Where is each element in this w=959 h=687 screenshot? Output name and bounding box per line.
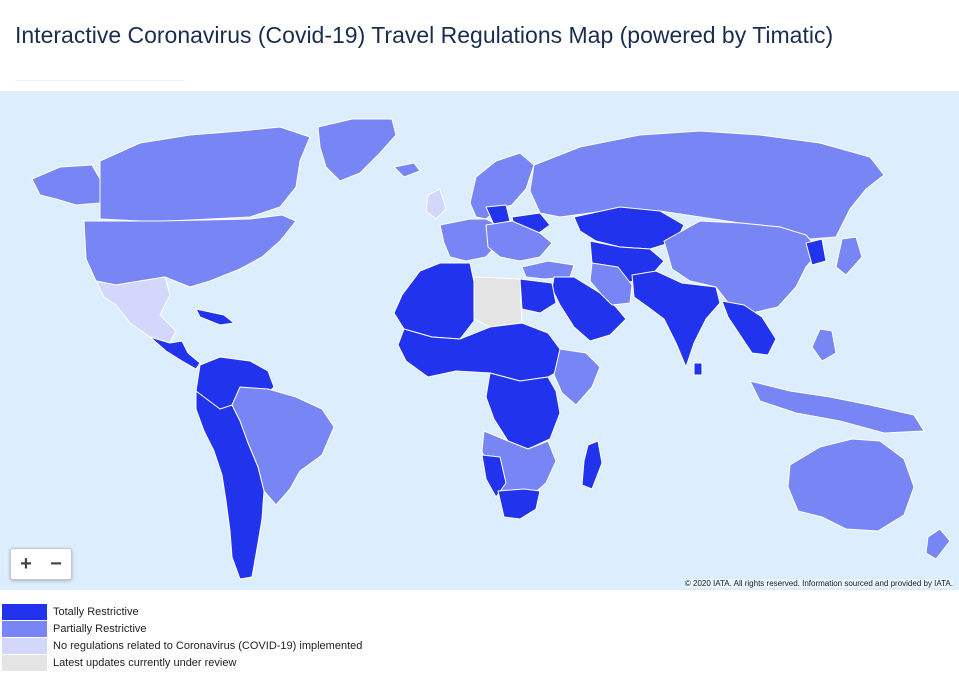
legend-swatch — [2, 654, 47, 671]
region-kazakhstan[interactable] — [573, 206, 685, 250]
region-china[interactable] — [663, 220, 821, 314]
legend-item: Latest updates currently under review — [2, 654, 362, 671]
region-iceland[interactable] — [393, 162, 421, 178]
legend-label: Partially Restrictive — [53, 622, 147, 635]
world-map[interactable]: + − © 2020 IATA. All rights reserved. In… — [0, 91, 959, 590]
region-canada[interactable] — [99, 126, 311, 222]
region-sri-lanka[interactable] — [693, 362, 703, 376]
region-southeast-asia[interactable] — [721, 300, 777, 356]
region-caribbean[interactable] — [195, 308, 235, 326]
region-arabia[interactable] — [551, 276, 627, 342]
region-egypt[interactable] — [519, 278, 557, 314]
map-legend: Totally Restrictive Partially Restrictiv… — [2, 603, 362, 671]
region-greenland[interactable] — [317, 118, 397, 182]
legend-swatch — [2, 637, 47, 654]
title-divider — [15, 80, 185, 81]
legend-item: No regulations related to Coronavirus (C… — [2, 637, 362, 654]
region-philippines[interactable] — [811, 328, 837, 362]
map-canvas[interactable] — [0, 91, 959, 590]
region-scandinavia[interactable] — [469, 152, 535, 220]
region-madagascar[interactable] — [581, 440, 603, 490]
map-attribution: © 2020 IATA. All rights reserved. Inform… — [684, 579, 953, 588]
region-russia[interactable] — [529, 130, 885, 240]
legend-label: Latest updates currently under review — [53, 656, 237, 669]
zoom-controls: + − — [10, 548, 72, 580]
legend-swatch — [2, 620, 47, 637]
region-south-america-west[interactable] — [195, 390, 265, 580]
region-indonesia[interactable] — [749, 380, 925, 434]
region-libya[interactable] — [473, 276, 523, 328]
region-south-asia[interactable] — [631, 270, 721, 368]
legend-item: Totally Restrictive — [2, 603, 362, 620]
zoom-out-button[interactable]: − — [50, 552, 62, 575]
region-eastern-europe[interactable] — [485, 220, 553, 262]
legend-label: No regulations related to Coronavirus (C… — [53, 639, 363, 652]
region-australia[interactable] — [787, 438, 915, 532]
region-central-america[interactable] — [149, 336, 201, 370]
legend-item: Partially Restrictive — [2, 620, 362, 637]
legend-swatch — [2, 603, 47, 620]
region-namibia[interactable] — [481, 454, 507, 498]
region-central-africa[interactable] — [485, 372, 561, 450]
region-new-zealand[interactable] — [925, 528, 951, 560]
region-japan[interactable] — [835, 236, 863, 276]
page-title: Interactive Coronavirus (Covid-19) Trave… — [15, 22, 834, 48]
region-mexico[interactable] — [95, 276, 177, 344]
region-south-africa[interactable] — [497, 488, 541, 520]
zoom-in-button[interactable]: + — [20, 552, 32, 575]
region-uk[interactable] — [425, 188, 447, 220]
region-horn-of-africa[interactable] — [553, 348, 601, 406]
legend-label: Totally Restrictive — [53, 605, 139, 618]
region-korea[interactable] — [805, 238, 827, 266]
region-iran[interactable] — [589, 262, 633, 306]
